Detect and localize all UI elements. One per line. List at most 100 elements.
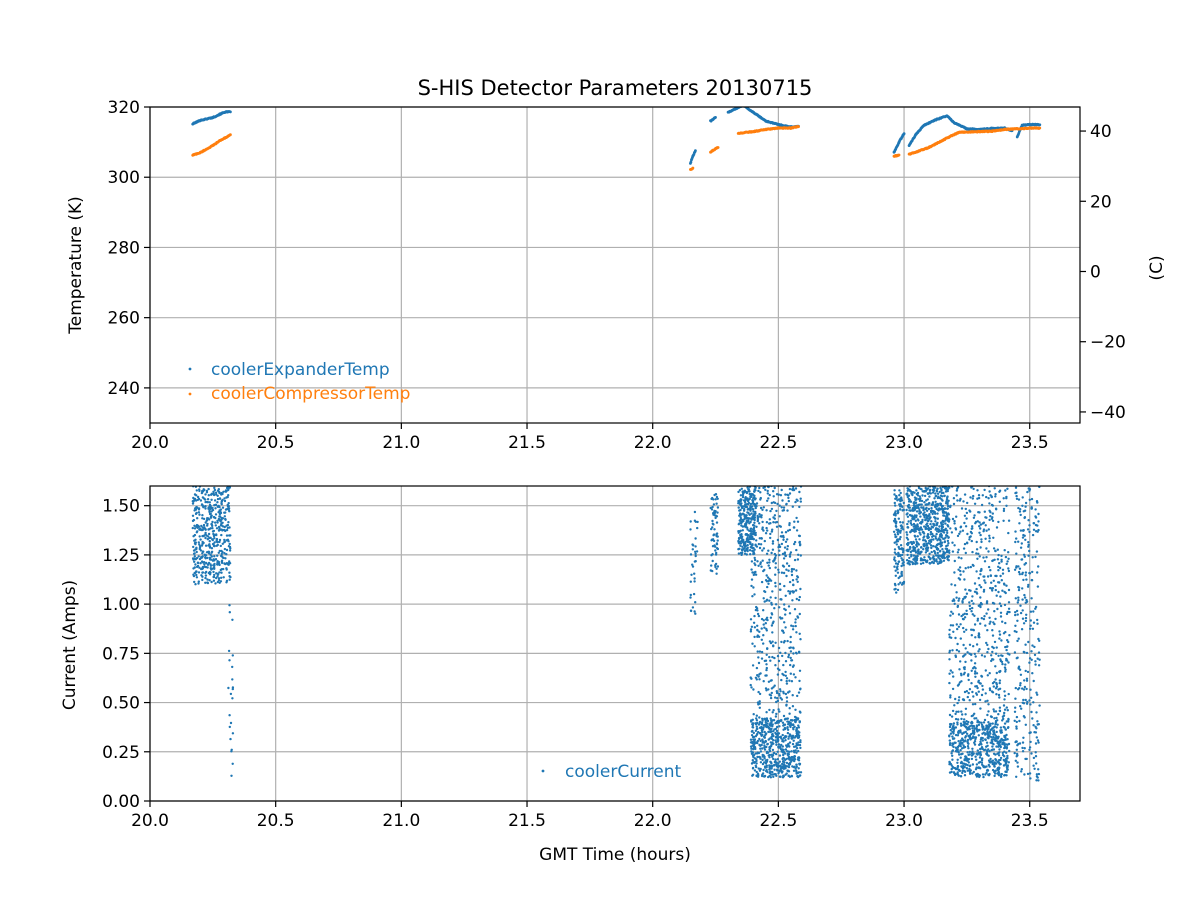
point-coolerCurrent [935, 494, 938, 498]
point-coolerCurrent [949, 696, 952, 699]
point-coolerCurrent [944, 490, 948, 493]
point-coolerCurrent [960, 760, 963, 764]
point-coolerCurrent [772, 490, 775, 493]
point-coolerCurrent [775, 509, 778, 513]
point-coolerCurrent [919, 557, 923, 560]
point-coolerCurrent [1005, 759, 1008, 763]
point-coolerCurrent [215, 537, 219, 541]
point-coolerCurrent [751, 500, 755, 503]
point-coolerCurrent [929, 558, 932, 561]
point-coolerCurrent [991, 519, 995, 522]
point-coolerCurrent [749, 553, 752, 556]
point-coolerCurrent [896, 588, 900, 592]
point-coolerCurrent [774, 596, 777, 600]
point-coolerCurrent [797, 736, 800, 739]
point-coolerCurrent [790, 750, 793, 753]
point-coolerCurrent [988, 537, 991, 540]
point-coolerCurrent [769, 696, 773, 700]
celsius-y-tick-label: 0 [1090, 262, 1101, 282]
point-coolerCurrent [772, 501, 775, 504]
point-coolerCurrent [770, 735, 773, 739]
point-coolerCurrent [777, 708, 780, 711]
temperature-x-tick-label: 23.5 [1011, 433, 1049, 453]
point-coolerCurrent [737, 499, 740, 503]
point-coolerCurrent [956, 486, 960, 489]
point-coolerCurrent [712, 503, 716, 506]
point-coolerCurrent [963, 718, 966, 721]
point-coolerCurrent [765, 627, 768, 631]
point-coolerCurrent [785, 704, 788, 707]
point-coolerCurrent [737, 502, 740, 505]
point-coolerCurrent [771, 622, 774, 625]
point-coolerCurrent [934, 492, 937, 495]
point-coolerCurrent [768, 749, 772, 753]
point-coolerCurrent [794, 589, 798, 592]
point-coolerCurrent [928, 502, 931, 505]
point-coolerCurrent [752, 550, 755, 553]
point-coolerCurrent [925, 560, 928, 564]
point-coolerCurrent [895, 591, 898, 594]
point-coolerCurrent [784, 674, 787, 677]
point-coolerCurrent [780, 542, 784, 546]
point-coolerCurrent [919, 562, 923, 565]
point-coolerCurrent [913, 507, 917, 511]
point-coolerCurrent [788, 555, 792, 558]
point-coolerCurrent [893, 513, 896, 516]
point-coolerCurrent [772, 709, 775, 712]
point-coolerCurrent [999, 740, 1002, 743]
point-coolerCurrent [954, 527, 957, 530]
point-coolerCurrent [218, 538, 222, 542]
point-coolerCurrent [231, 762, 234, 765]
point-coolerCurrent [755, 525, 758, 528]
point-coolerCurrent [997, 553, 1000, 557]
point-coolerCurrent [971, 595, 974, 598]
point-coolerCurrent [1007, 519, 1011, 522]
point-coolerCurrent [930, 546, 933, 550]
point-coolerCurrent [770, 613, 774, 616]
point-coolerCurrent [994, 738, 997, 741]
point-coolerCurrent [761, 508, 764, 511]
point-coolerCurrent [228, 562, 232, 565]
point-coolerCurrent [224, 490, 228, 493]
point-coolerCurrent [777, 545, 780, 549]
point-coolerCurrent [982, 731, 985, 734]
point-coolerCurrent [225, 581, 228, 584]
point-coolerCurrent [777, 568, 780, 571]
point-coolerCurrent [987, 608, 990, 611]
point-coolerCurrent [715, 551, 718, 555]
point-coolerCurrent [749, 505, 752, 509]
point-coolerCurrent [757, 489, 760, 493]
point-coolerCurrent [1007, 588, 1011, 592]
point-coolerCurrent [943, 537, 946, 540]
point-coolerCurrent [741, 545, 744, 548]
point-coolerCurrent [980, 540, 983, 544]
point-coolerCurrent [769, 679, 772, 682]
point-coolerCurrent [792, 568, 796, 571]
point-coolerCurrent [795, 597, 798, 601]
point-coolerCurrent [908, 563, 911, 566]
point-coolerCurrent [225, 528, 229, 532]
point-coolerCurrent [955, 648, 959, 652]
point-coolerCurrent [1007, 717, 1010, 721]
point-coolerCurrent [1005, 751, 1008, 754]
point-coolerCurrent [796, 732, 799, 735]
point-coolerCurrent [1000, 773, 1003, 776]
point-coolerCurrent [795, 744, 798, 747]
point-coolerCurrent [786, 538, 789, 541]
point-coolerCurrent [757, 723, 761, 726]
point-coolerCurrent [798, 595, 801, 599]
point-coolerCurrent [994, 617, 997, 621]
point-coolerCurrent [752, 747, 756, 750]
point-coolerCurrent [946, 539, 950, 543]
point-coolerCurrent [926, 492, 930, 495]
point-coolerCurrent [767, 751, 770, 754]
point-coolerCurrent [197, 525, 201, 528]
point-coolerCurrent [987, 647, 990, 651]
point-coolerCurrent [985, 547, 988, 550]
point-coolerCurrent [968, 750, 971, 754]
point-coolerCurrent [965, 690, 969, 693]
point-coolerCurrent [204, 581, 207, 584]
point-coolerCurrent [768, 566, 771, 570]
point-coolerCurrent [765, 674, 768, 677]
point-coolerCurrent [777, 571, 780, 574]
